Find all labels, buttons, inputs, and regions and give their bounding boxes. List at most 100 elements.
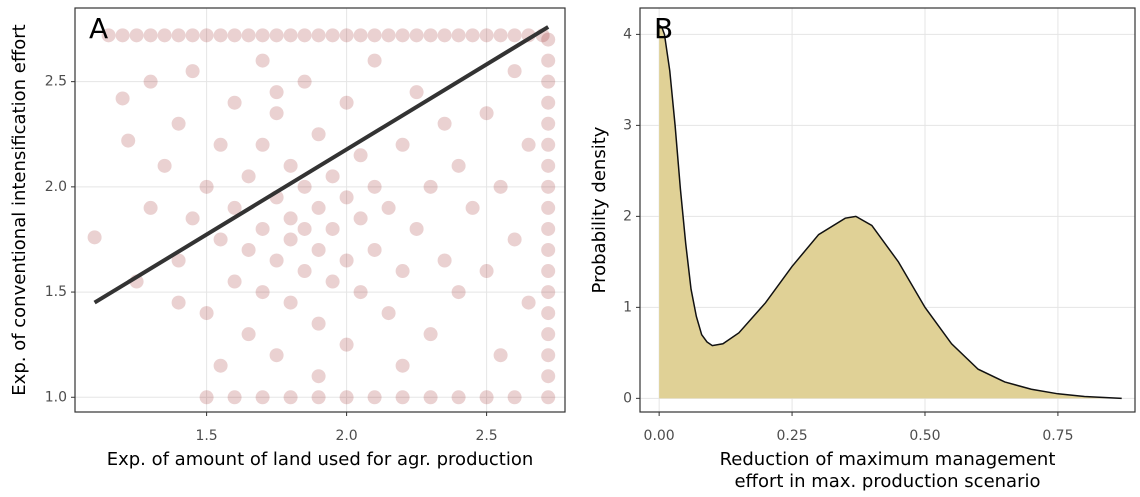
point	[541, 200, 556, 215]
point	[283, 158, 298, 173]
point	[395, 137, 410, 152]
point	[381, 28, 396, 43]
point	[121, 133, 136, 148]
point	[423, 390, 438, 405]
point	[353, 211, 368, 226]
y-tick-label: 1.0	[45, 389, 67, 405]
point	[311, 316, 326, 331]
point	[409, 221, 424, 236]
point	[395, 28, 410, 43]
point	[339, 390, 354, 405]
point	[297, 221, 312, 236]
point	[311, 390, 326, 405]
point	[325, 28, 340, 43]
point	[423, 28, 438, 43]
point	[171, 295, 186, 310]
point	[437, 116, 452, 131]
plot-area	[658, 24, 1122, 400]
x-tick-label: 0.50	[909, 428, 940, 444]
point	[541, 285, 556, 300]
x-tick-label: 2.0	[335, 428, 357, 444]
point	[283, 232, 298, 247]
point	[143, 200, 158, 215]
point	[255, 285, 270, 300]
y-axis-title: Probability density	[589, 126, 610, 293]
y-tick-label: 4	[623, 26, 632, 42]
point	[339, 253, 354, 268]
point	[185, 28, 200, 43]
point	[199, 28, 214, 43]
y-tick-label: 3	[623, 117, 632, 133]
point	[269, 85, 284, 100]
point	[451, 390, 466, 405]
point	[101, 28, 116, 43]
point	[541, 306, 556, 321]
point	[353, 285, 368, 300]
y-tick-label: 0	[623, 390, 632, 406]
point	[507, 390, 522, 405]
plot-border	[74, 7, 566, 413]
point	[213, 358, 228, 373]
point	[311, 200, 326, 215]
point	[541, 264, 556, 279]
point	[241, 327, 256, 342]
point	[541, 137, 556, 152]
point	[171, 116, 186, 131]
point	[465, 28, 480, 43]
point	[227, 200, 242, 215]
point	[311, 28, 326, 43]
point	[437, 28, 452, 43]
x-axis-title: Reduction of maximum management	[720, 449, 1056, 470]
point	[541, 179, 556, 194]
point	[171, 253, 186, 268]
point	[185, 64, 200, 79]
x-axis-title: effort in max. production scenario	[734, 471, 1040, 492]
point	[227, 95, 242, 110]
point	[367, 179, 382, 194]
point	[395, 264, 410, 279]
x-tick-label: 1.5	[195, 428, 217, 444]
point	[507, 232, 522, 247]
point	[227, 274, 242, 289]
point	[451, 28, 466, 43]
point	[143, 74, 158, 89]
point	[541, 74, 556, 89]
point	[143, 28, 158, 43]
trend-line	[93, 25, 550, 305]
density-line	[658, 24, 1122, 400]
point	[541, 158, 556, 173]
point	[311, 127, 326, 142]
point	[381, 306, 396, 321]
y-tick-label: 1	[623, 299, 632, 315]
point	[339, 95, 354, 110]
point	[479, 264, 494, 279]
density-area	[659, 25, 1122, 399]
point	[255, 221, 270, 236]
point	[479, 106, 494, 121]
point	[339, 190, 354, 205]
point	[353, 28, 368, 43]
point	[157, 158, 172, 173]
point	[213, 137, 228, 152]
x-tick-label: 0.00	[644, 428, 675, 444]
point	[227, 390, 242, 405]
point	[199, 179, 214, 194]
panel-label: A	[89, 12, 108, 45]
point	[541, 32, 556, 47]
point	[199, 306, 214, 321]
point	[311, 369, 326, 384]
plot-border	[639, 7, 1136, 413]
point	[269, 348, 284, 363]
point	[541, 116, 556, 131]
point	[541, 348, 556, 363]
point	[269, 106, 284, 121]
point	[129, 28, 144, 43]
point	[241, 28, 256, 43]
point	[255, 53, 270, 68]
point	[541, 369, 556, 384]
point	[541, 327, 556, 342]
point	[493, 348, 508, 363]
y-tick-label: 2.0	[45, 179, 67, 195]
point	[311, 242, 326, 257]
point	[381, 200, 396, 215]
